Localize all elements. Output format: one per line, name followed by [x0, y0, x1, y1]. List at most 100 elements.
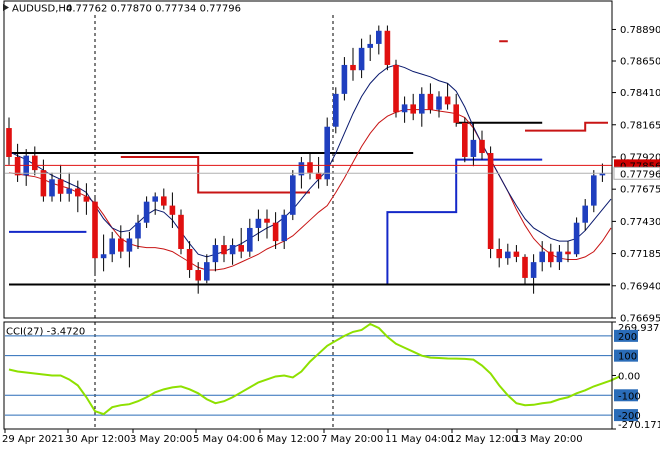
- candle-body: [272, 222, 279, 242]
- candle-body: [109, 238, 115, 255]
- candle-body: [14, 156, 21, 176]
- candle: [204, 254, 210, 284]
- time-tick-label: 11 May 04:00: [385, 434, 454, 445]
- candle: [582, 199, 588, 231]
- candle-body: [427, 93, 434, 110]
- cci-tick-group: 200: [614, 329, 638, 343]
- candle-body: [410, 104, 416, 114]
- candle: [496, 238, 502, 268]
- candle: [505, 243, 511, 265]
- candle-body: [556, 251, 563, 263]
- candle-body: [565, 251, 571, 255]
- candle: [470, 122, 477, 167]
- candle-body: [333, 93, 339, 127]
- candle-body: [367, 43, 373, 48]
- price-tick-label: 0.78890: [620, 25, 660, 36]
- candle-body: [376, 30, 382, 44]
- candle-body: [453, 104, 459, 123]
- cci-line: [8, 322, 621, 416]
- candle: [410, 93, 416, 121]
- candle: [255, 209, 262, 242]
- candle: [548, 243, 554, 268]
- candle: [384, 25, 391, 71]
- price-tick-label: 0.76695: [620, 314, 660, 325]
- candle-body: [479, 139, 485, 154]
- symbol-timeframe: AUDUSD,H4: [12, 4, 72, 15]
- time-tick-label: 30 Apr 12:00: [65, 434, 130, 445]
- header: AUDUSD,H4 0.77762 0.77870 0.77734 0.7779…: [3, 4, 241, 338]
- ohlc-values: 0.77762 0.77870 0.77734 0.77796: [66, 4, 241, 15]
- candle-body: [522, 256, 528, 278]
- candle-body: [462, 122, 468, 157]
- candle: [513, 245, 520, 263]
- price-tick-label: 0.77185: [620, 249, 660, 260]
- main-panel-frame: [3, 0, 613, 319]
- candles: [5, 25, 612, 294]
- cci-level-tag-bg: [614, 329, 638, 342]
- candle: [367, 34, 373, 62]
- candle-body: [212, 245, 219, 263]
- candle-body: [298, 162, 305, 176]
- candle: [522, 254, 528, 285]
- candle-body: [290, 175, 296, 215]
- candle-body: [591, 175, 597, 206]
- time-tick-label: 7 May 20:00: [321, 434, 383, 445]
- candle: [229, 238, 236, 265]
- candle: [453, 93, 459, 127]
- candle: [307, 153, 313, 180]
- candle-body: [186, 248, 193, 271]
- candle-body: [169, 205, 176, 215]
- candle-body: [221, 245, 227, 255]
- price-tick-label: 0.76940: [620, 281, 660, 292]
- candle: [436, 91, 442, 118]
- candle: [118, 225, 124, 259]
- candle: [290, 170, 296, 221]
- candle-body: [126, 238, 133, 252]
- upper-step-line: [120, 40, 608, 194]
- cci-tick-label: 100: [618, 352, 637, 363]
- candle: [161, 188, 167, 210]
- candle: [358, 38, 365, 79]
- cci-tick-group: -270.1716: [612, 420, 660, 431]
- candle: [272, 212, 279, 249]
- candle-body: [582, 205, 588, 223]
- cci-level-tag-bg: [614, 389, 638, 402]
- candle-body: [49, 179, 55, 197]
- slow-ma-line: [8, 109, 612, 271]
- cci-tick-label: -100: [618, 391, 641, 402]
- candle: [83, 183, 90, 215]
- time-tick-label: 29 Apr 2021: [2, 434, 64, 445]
- candle: [393, 59, 399, 118]
- current-price-tag-text: 0.77796: [620, 169, 660, 180]
- candle: [92, 196, 98, 276]
- candle-body: [143, 201, 150, 223]
- fast-ma-line: [8, 64, 612, 258]
- time-tick-label: 12 May 12:00: [449, 434, 518, 445]
- price-tick-label: 0.78410: [620, 88, 660, 99]
- time-tick-label: 5 May 04:00: [193, 434, 255, 445]
- candle: [57, 164, 64, 202]
- time-tick-label: 6 May 12:00: [257, 434, 319, 445]
- candle-body: [496, 248, 502, 259]
- candle-body: [513, 251, 520, 257]
- time-tick-label: 13 May 20:00: [514, 434, 583, 445]
- price-tick-label: 0.77430: [620, 217, 660, 228]
- cci-level-tag-bg: [614, 409, 638, 422]
- candle: [264, 209, 270, 239]
- candle: [23, 149, 29, 186]
- candle-body: [204, 262, 210, 281]
- candle-body: [238, 245, 244, 252]
- candle: [444, 83, 451, 110]
- cci-tick-group: 269.9379: [612, 321, 660, 334]
- cci-tick-group: -200: [614, 409, 641, 422]
- collapse-arrow-icon: [3, 4, 9, 11]
- candle: [281, 209, 287, 249]
- candle: [315, 156, 322, 189]
- candle-body: [470, 139, 477, 157]
- candle: [178, 209, 184, 255]
- candle-body: [75, 188, 81, 197]
- candle-body: [307, 162, 313, 173]
- candle-body: [401, 104, 408, 113]
- candle-body: [92, 201, 98, 259]
